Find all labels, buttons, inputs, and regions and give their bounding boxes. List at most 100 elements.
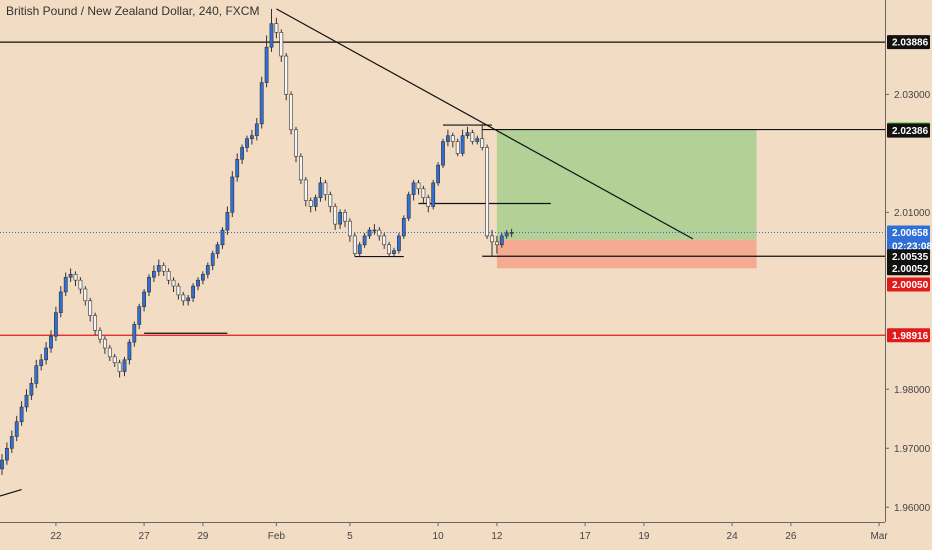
- candle-body: [156, 265, 161, 272]
- candle-body: [112, 356, 117, 364]
- candle-body: [436, 164, 441, 184]
- candle-body: [53, 312, 58, 337]
- candle-body: [250, 135, 254, 139]
- candle-body: [396, 235, 401, 251]
- x-tick-label: 27: [139, 531, 151, 542]
- candle-body: [127, 341, 132, 361]
- price-badge-label: 2.03886: [892, 38, 929, 49]
- price-badge-bg: [887, 225, 930, 240]
- candle-body: [78, 279, 83, 290]
- price-badge-label: 2.00658: [892, 228, 929, 239]
- candle-body: [377, 229, 382, 237]
- candle-body: [142, 291, 147, 308]
- candle-body: [323, 182, 328, 195]
- candle-body: [230, 176, 235, 213]
- candle-body: [475, 138, 480, 142]
- candle-body: [411, 182, 416, 195]
- candle-body: [426, 197, 431, 207]
- candle-body: [0, 459, 4, 470]
- price-badge-label: 2.00050: [892, 280, 929, 291]
- candle-body: [352, 235, 357, 254]
- candle-body: [450, 135, 455, 142]
- candle-body: [445, 135, 450, 142]
- candle-body: [367, 229, 372, 237]
- candle-body: [73, 273, 78, 281]
- candle-body: [289, 94, 294, 131]
- x-tick-label: 24: [727, 531, 739, 542]
- candle-body: [347, 220, 352, 237]
- candle-body: [499, 235, 504, 246]
- candle-body: [470, 132, 475, 142]
- candle-body: [284, 55, 289, 95]
- price-badge-label: 2.02386: [892, 126, 929, 137]
- candle-body: [171, 279, 176, 287]
- candle-body: [406, 194, 411, 219]
- price-badge: 2.00050: [887, 277, 930, 292]
- candle-body: [308, 200, 313, 207]
- candle-body: [269, 23, 274, 48]
- price-badge-bg: [887, 35, 930, 50]
- candle-body: [240, 147, 245, 160]
- candle-body: [205, 265, 210, 275]
- x-tick-label: 5: [347, 531, 353, 542]
- candle-body: [39, 359, 44, 366]
- x-tick-label: 12: [491, 531, 503, 542]
- price-badge-label: 1.98916: [892, 331, 929, 342]
- candle-body: [328, 194, 333, 207]
- y-tick-label: 1.97000: [894, 444, 931, 455]
- candle-body: [44, 347, 49, 361]
- candle-body: [176, 285, 181, 296]
- candle-body: [201, 273, 205, 281]
- candle-body: [455, 141, 460, 154]
- candle-body: [93, 315, 98, 331]
- y-tick-label: 2.03000: [894, 90, 931, 101]
- candle-body: [245, 138, 249, 148]
- candle-body: [147, 276, 151, 293]
- candle-body: [416, 182, 421, 190]
- candle-body: [34, 365, 39, 384]
- candle-body: [490, 235, 494, 243]
- candle-body: [382, 235, 387, 246]
- x-tick-label: 26: [785, 531, 797, 542]
- x-tick-label: 29: [197, 531, 209, 542]
- price-badges: 2.038862.024032.023862.0065802:23:082.00…: [887, 35, 932, 343]
- drawn-lines[interactable]: [0, 8, 885, 499]
- candle-body: [191, 285, 196, 299]
- candle-body: [181, 294, 186, 302]
- candle-body: [68, 273, 73, 278]
- candle-body: [504, 232, 509, 237]
- candle-body: [372, 229, 377, 232]
- price-badge: 2.00535: [887, 249, 930, 264]
- y-tick-label: 1.96000: [894, 503, 931, 514]
- candle-body: [122, 359, 127, 372]
- candle-body: [24, 394, 29, 408]
- candle-body: [421, 188, 426, 198]
- y-tick-label: 2.01000: [894, 208, 931, 219]
- candle-body: [279, 32, 284, 57]
- price-badge-bg: [887, 277, 930, 292]
- x-tick-label: Mar: [870, 531, 888, 542]
- price-badge-bg: [887, 249, 930, 264]
- candle-body: [294, 129, 298, 157]
- price-badge: 1.98916: [887, 328, 930, 343]
- candle-body: [264, 46, 269, 83]
- candle-body: [480, 138, 485, 148]
- candle-body: [465, 132, 470, 136]
- loss-zone: [496, 239, 757, 269]
- candle-body: [274, 23, 279, 33]
- candle-body: [83, 288, 88, 302]
- price-badge-bg: [887, 261, 930, 276]
- profit-zone: [496, 129, 757, 240]
- candle-body: [166, 271, 171, 281]
- position-box[interactable]: [496, 129, 757, 269]
- candle-body: [333, 206, 338, 225]
- candle-body: [98, 330, 102, 340]
- candle-body: [225, 212, 230, 231]
- candle-body: [313, 197, 318, 207]
- candle-body: [220, 229, 225, 246]
- price-badge: 2.00052: [887, 261, 930, 276]
- segment-trendline: [276, 8, 694, 240]
- candle-body: [137, 306, 142, 325]
